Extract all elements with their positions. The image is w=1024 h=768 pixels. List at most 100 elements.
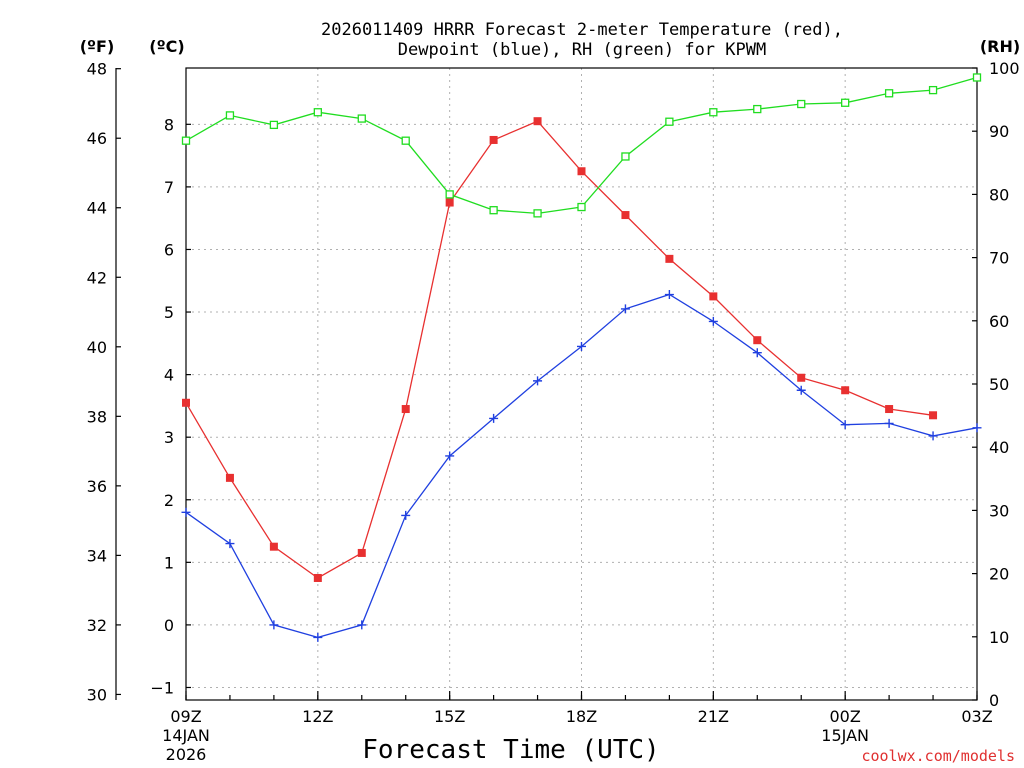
x-tick-label: 09Z	[170, 707, 201, 726]
rh-data-point	[445, 190, 454, 199]
celsius-tick-label: 5	[164, 303, 174, 322]
dewpoint-data-point	[269, 620, 279, 630]
rh-data-point	[621, 152, 630, 161]
temperature-data-point	[577, 167, 586, 176]
rh-data-point	[269, 120, 279, 130]
rh-data-point	[357, 114, 366, 123]
x-tick-date-label: 14JAN	[162, 726, 210, 745]
rh-data-point	[884, 89, 894, 98]
chart-title-line2: Dewpoint (blue), RH (green) for KPWM	[398, 40, 766, 60]
rh-data-point	[489, 206, 498, 215]
axes	[115, 67, 978, 701]
grid-lines	[186, 68, 977, 700]
fahrenheit-tick-label: 32	[87, 616, 107, 635]
rh-tick-label: 100	[989, 59, 1020, 78]
rh-tick-label: 10	[989, 628, 1009, 647]
rh-data-point	[841, 98, 850, 107]
x-tick-year-label: 2026	[166, 745, 207, 764]
rh-series-line	[185, 76, 978, 215]
temperature-data-point	[401, 405, 410, 414]
fahrenheit-tick-label: 38	[87, 407, 107, 426]
dewpoint-data-point	[313, 632, 323, 642]
fahrenheit-tick-label: 44	[87, 199, 107, 218]
dewpoint-data-point	[357, 620, 367, 630]
celsius-tick-label: 7	[164, 178, 174, 197]
fahrenheit-tick-label: 36	[87, 477, 107, 496]
rh-data-point	[313, 108, 322, 117]
dewpoint-data-point	[972, 423, 982, 433]
rh-data-point	[797, 99, 806, 109]
fahrenheit-tick-label: 46	[87, 129, 107, 148]
chart-title-line1: 2026011409 HRRR Forecast 2-meter Tempera…	[321, 20, 843, 40]
dewpoint-data-point	[620, 304, 630, 314]
celsius-tick-label: −1	[150, 678, 174, 697]
fahrenheit-unit-label: (ºF)	[80, 37, 115, 56]
temperature-data-point	[269, 542, 278, 551]
rh-data-point	[665, 117, 674, 126]
x-tick-label: 15Z	[434, 707, 465, 726]
rh-tick-label: 30	[989, 501, 1009, 520]
dewpoint-data-point	[225, 539, 235, 549]
dewpoint-data-point	[489, 413, 499, 423]
tick-labels: 30323436384042444648−1012345678010203040…	[87, 59, 1020, 764]
fahrenheit-tick-label: 48	[87, 60, 107, 79]
temperature-data-point	[489, 135, 498, 144]
celsius-tick-label: 2	[164, 491, 174, 510]
temperature-data-point	[533, 117, 542, 126]
dewpoint-data-point	[533, 376, 543, 386]
rh-tick-label: 70	[989, 249, 1009, 268]
rh-tick-label: 0	[989, 691, 999, 710]
fahrenheit-tick-label: 34	[87, 546, 107, 565]
x-tick-label: 18Z	[566, 707, 597, 726]
celsius-tick-label: 6	[164, 240, 174, 259]
x-tick-label: 03Z	[961, 707, 992, 726]
rh-tick-label: 80	[989, 185, 1009, 204]
dewpoint-data-point	[577, 341, 586, 351]
rh-data-point	[401, 136, 410, 145]
dewpoint-data-point	[884, 418, 894, 428]
dewpoint-data-point	[401, 510, 411, 520]
temperature-data-point	[225, 473, 234, 482]
temperature-data-point	[841, 386, 850, 395]
x-tick-label: 12Z	[302, 707, 333, 726]
temperature-data-point	[885, 405, 894, 414]
dewpoint-data-point	[664, 290, 674, 300]
data-series	[181, 73, 982, 642]
celsius-tick-label: 4	[164, 366, 174, 385]
x-tick-date-label: 15JAN	[821, 726, 869, 745]
dewpoint-data-point	[752, 348, 762, 358]
plot-frame	[185, 67, 978, 701]
temperature-data-point	[445, 198, 454, 207]
x-axis-label: Forecast Time (UTC)	[362, 735, 659, 765]
rh-tick-label: 60	[989, 312, 1009, 331]
rh-data-point	[225, 111, 235, 120]
celsius-tick-label: 1	[164, 553, 174, 572]
rh-data-point	[928, 85, 938, 95]
rh-unit-label: (RH)	[980, 37, 1020, 56]
dewpoint-data-point	[708, 316, 718, 326]
temperature-data-point	[665, 254, 674, 263]
x-tick-label: 00Z	[830, 707, 861, 726]
x-tick-label: 21Z	[698, 707, 729, 726]
temperature-data-point	[929, 411, 938, 420]
fahrenheit-tick-label: 40	[87, 338, 107, 357]
temperature-series-line	[185, 120, 934, 579]
rh-data-point	[533, 209, 542, 218]
dewpoint-data-point	[796, 385, 806, 395]
fahrenheit-tick-label: 42	[87, 268, 107, 287]
rh-data-point	[577, 202, 586, 212]
credit-link[interactable]: coolwx.com/models	[861, 747, 1015, 765]
rh-data-point	[709, 108, 718, 117]
rh-tick-label: 50	[989, 375, 1009, 394]
celsius-unit-label: (ºC)	[149, 37, 184, 56]
rh-data-point	[753, 104, 762, 114]
rh-tick-label: 20	[989, 565, 1009, 584]
dewpoint-data-point	[181, 507, 191, 517]
celsius-tick-label: 0	[164, 616, 174, 635]
temperature-data-point	[313, 573, 322, 582]
celsius-tick-label: 8	[164, 115, 174, 134]
temperature-data-point	[182, 398, 190, 407]
celsius-tick-label: 3	[164, 428, 174, 447]
dewpoint-data-point	[840, 420, 850, 430]
rh-tick-label: 90	[989, 122, 1009, 141]
